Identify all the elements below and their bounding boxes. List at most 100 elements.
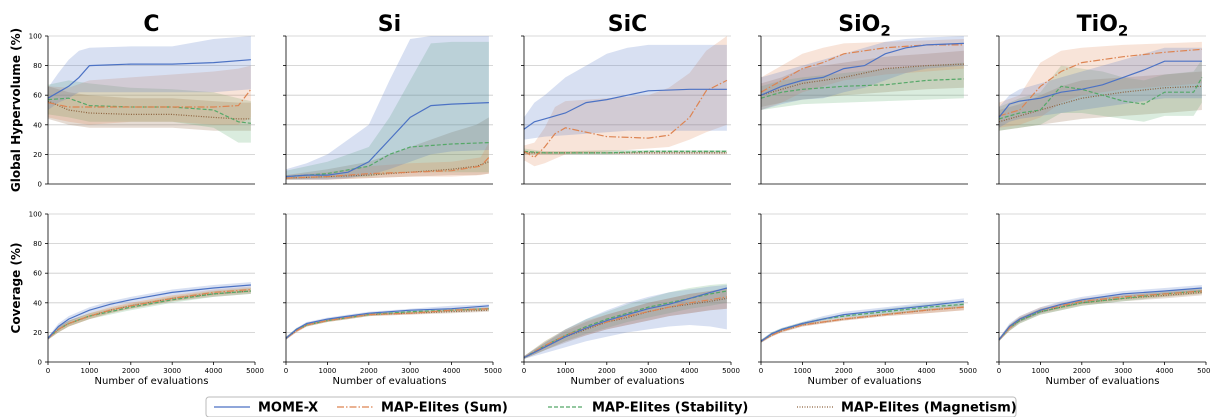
series-line <box>285 142 489 178</box>
x-tick-label: 2000 <box>360 367 378 375</box>
x-axis-label: Number of evaluations <box>571 376 685 387</box>
x-tick-label: 4000 <box>918 367 936 375</box>
panel <box>283 35 493 185</box>
column-title-text: C <box>143 12 159 37</box>
series-line <box>285 305 489 339</box>
y-tick-label: 0 <box>38 181 42 189</box>
panel: 0 1000 2000 3000 4000 5000 Number of evaluatio… <box>283 213 502 387</box>
legend-label: MAP-Elites (Magnetism) <box>841 401 1017 416</box>
panel: 0 20 40 60 80 100 <box>29 33 255 189</box>
confidence-band <box>761 304 964 343</box>
x-tick-label: 0 <box>522 367 526 375</box>
confidence-band <box>761 62 964 110</box>
row-ylabel: Global Hypervolume (%) <box>9 28 23 192</box>
confidence-band <box>48 288 251 340</box>
x-tick-label: 3000 <box>876 367 894 375</box>
x-axis-label: Number of evaluations <box>95 376 209 387</box>
confidence-band <box>999 288 1202 342</box>
series-line <box>47 290 251 339</box>
confidence-band <box>48 36 251 110</box>
row-labels: Global Hypervolume (%) Coverage (%) <box>9 28 23 334</box>
x-tick-label: 0 <box>997 367 1001 375</box>
confidence-band <box>524 36 727 167</box>
series-line <box>523 150 727 154</box>
confidence-band <box>524 44 727 140</box>
confidence-band <box>999 288 1202 342</box>
confidence-band <box>761 298 964 343</box>
series-line <box>998 48 1202 117</box>
x-tick-label: 0 <box>284 367 288 375</box>
confidence-band <box>524 288 727 359</box>
confidence-band <box>524 285 727 359</box>
x-tick-label: 4000 <box>681 367 699 375</box>
column-title-subscript: 2 <box>880 22 890 40</box>
x-tick-label: 3000 <box>163 367 181 375</box>
series-line <box>285 308 489 339</box>
x-tick-label: 4000 <box>443 367 461 375</box>
confidence-band <box>286 117 489 180</box>
x-tick-label: 4000 <box>205 367 223 375</box>
confidence-band <box>761 39 964 110</box>
x-tick-label: 1000 <box>1031 367 1049 375</box>
x-tick-label: 3000 <box>401 367 419 375</box>
series-line <box>47 100 251 120</box>
series-line <box>523 79 728 159</box>
series-line <box>47 284 251 339</box>
x-axis-label: Number of evaluations <box>808 376 922 387</box>
column-title: SiO2 <box>838 12 891 40</box>
series-line <box>47 59 251 99</box>
panel <box>996 35 1206 185</box>
column-titles: C Si SiC SiO2 TiO2 <box>143 12 1128 40</box>
series-line <box>47 88 252 108</box>
series-line <box>523 88 727 130</box>
column-title-subscript: 2 <box>1118 22 1128 40</box>
column-title: Si <box>378 12 401 37</box>
x-tick-label: 1000 <box>556 367 574 375</box>
y-tick-label: 40 <box>33 299 42 307</box>
confidence-band <box>761 50 964 107</box>
x-tick-label: 0 <box>759 367 763 375</box>
column-title-text: TiO <box>1077 12 1118 37</box>
x-tick-label: 2000 <box>835 367 853 375</box>
y-tick-label: 100 <box>29 33 42 41</box>
series-line <box>760 78 964 99</box>
column-title-text: SiO <box>838 12 880 37</box>
series-line <box>760 300 964 342</box>
y-tick-label: 60 <box>33 270 42 278</box>
x-tick-label: 2000 <box>122 367 140 375</box>
panel <box>758 35 968 185</box>
x-axis-label: Number of evaluations <box>1046 376 1160 387</box>
confidence-band <box>761 36 964 110</box>
confidence-band <box>524 151 727 155</box>
column-title: TiO2 <box>1077 12 1129 40</box>
series-line <box>998 291 1202 341</box>
confidence-band <box>524 288 727 359</box>
y-tick-label: 40 <box>33 121 42 129</box>
confidence-band <box>999 71 1202 131</box>
confidence-band <box>48 80 251 143</box>
confidence-band <box>48 65 251 125</box>
series-line <box>47 288 251 339</box>
x-tick-label: 2000 <box>598 367 616 375</box>
column-title-text: SiC <box>608 12 648 37</box>
x-axis-label: Number of evaluations <box>333 376 447 387</box>
x-tick-label: 3000 <box>1114 367 1132 375</box>
confidence-band <box>286 308 489 340</box>
x-tick-label: 0 <box>46 367 50 375</box>
y-tick-label: 80 <box>33 62 42 70</box>
series-line <box>998 77 1203 120</box>
series-line <box>998 85 1202 123</box>
legend-label: MAP-Elites (Sum) <box>381 401 508 416</box>
x-tick-label: 1000 <box>793 367 811 375</box>
confidence-band <box>999 285 1202 342</box>
confidence-band <box>48 288 251 340</box>
series-line <box>523 296 728 359</box>
panel: 0 1000 2000 3000 4000 5000 Number of evaluatio… <box>758 213 977 387</box>
series-line <box>285 156 490 179</box>
series-line <box>760 306 964 342</box>
series-line <box>285 102 489 178</box>
y-tick-label: 80 <box>33 240 42 248</box>
confidence-band <box>286 36 489 180</box>
